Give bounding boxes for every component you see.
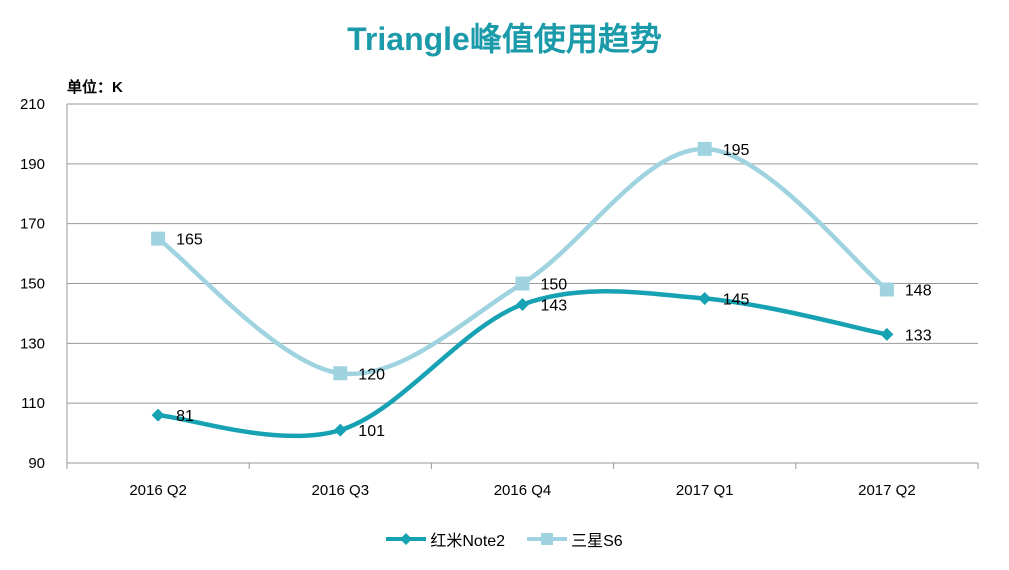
square-marker[interactable] [333,366,348,381]
diamond-marker[interactable] [698,291,712,305]
y-tick-label: 190 [20,156,45,173]
data-label: 165 [176,232,203,249]
y-axis: 90 110 130 150 170 190 210 [20,96,68,472]
x-axis: 2016 Q2 2016 Q3 2016 Q4 2017 Q1 2017 Q2 [66,463,979,499]
diamond-marker[interactable] [333,423,347,437]
data-label: 195 [723,142,750,159]
diamond-line-icon [386,533,427,545]
legend-label-series-1: 红米Note2 [430,533,506,550]
x-tick-label: 2017 Q1 [676,482,734,499]
grid-lines [67,103,978,464]
y-tick-label: 110 [21,395,45,412]
square-marker[interactable] [697,141,712,156]
data-label: 81 [176,408,194,425]
data-label: 148 [905,282,932,299]
x-tick-label: 2017 Q2 [858,482,916,499]
series-line-1 [155,289,890,439]
square-marker[interactable] [515,276,530,291]
unit-label: 单位：K [67,79,123,96]
x-tick-label: 2016 Q3 [312,482,370,499]
square-marker[interactable] [151,231,166,246]
data-label: 101 [358,423,385,440]
data-label: 145 [723,291,750,308]
square-line-icon [527,533,568,545]
legend-item-series-1[interactable]: 红米Note2 [386,527,505,551]
legend-item-series-2[interactable]: 三星S6 [527,527,623,551]
square-marker[interactable] [879,282,894,297]
data-label: 133 [905,327,932,344]
y-tick-label: 170 [20,216,45,233]
y-tick-label: 150 [20,276,45,293]
diamond-marker[interactable] [151,408,165,422]
data-labels: 165 120 150 195 148 81 101 143 145 133 [176,142,932,440]
chart-title: Triangle峰值使用趋势 [347,21,662,57]
legend-label-series-2: 三星S6 [571,533,623,550]
diamond-marker[interactable] [516,297,529,311]
y-tick-label: 210 [20,96,45,113]
y-tick-label: 90 [28,455,45,472]
series-line-2 [155,146,890,377]
data-label: 143 [541,297,568,314]
x-tick-label: 2016 Q2 [129,482,187,499]
diamond-marker[interactable] [880,327,894,341]
data-label: 150 [541,277,568,294]
series-group [151,141,894,439]
y-tick-label: 130 [20,335,45,352]
x-tick-label: 2016 Q4 [494,482,552,499]
legend: 红米Note2 三星S6 [0,527,1009,551]
data-label: 120 [358,366,385,383]
